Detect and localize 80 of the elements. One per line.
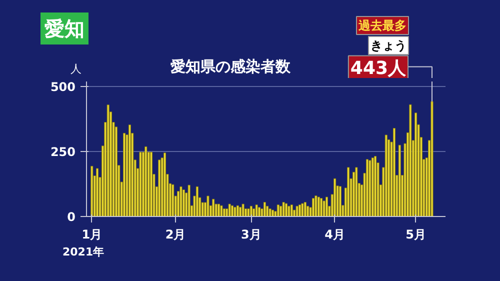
- bar: [182, 190, 185, 216]
- bar: [172, 184, 174, 216]
- bar: [255, 204, 258, 216]
- bar: [239, 206, 242, 216]
- x-tick-label: 2月: [165, 228, 186, 242]
- bar: [218, 204, 220, 216]
- text: 過去最多: [358, 18, 406, 32]
- bar: [290, 204, 293, 216]
- bar: [106, 104, 110, 216]
- bar: [282, 202, 285, 216]
- bar: [288, 206, 290, 216]
- x-tick-label: 4月: [324, 228, 346, 242]
- bar: [320, 198, 323, 216]
- bar: [368, 160, 372, 216]
- bar: [280, 206, 282, 216]
- bar: [347, 167, 350, 216]
- bar: [158, 160, 161, 216]
- y-tick-label: 500: [50, 80, 76, 94]
- bar: [247, 208, 250, 216]
- bar: [220, 205, 223, 216]
- bar: [96, 168, 99, 216]
- bar: [284, 203, 288, 216]
- bar: [414, 112, 418, 216]
- bar: [355, 167, 358, 216]
- bar: [371, 158, 374, 216]
- bar: [128, 124, 131, 216]
- bar: [258, 207, 261, 216]
- text: 愛知: [44, 16, 84, 40]
- bar: [276, 204, 280, 216]
- bar: [228, 204, 231, 216]
- text: 2021年: [62, 246, 104, 258]
- y-tick-label: 0: [67, 210, 76, 224]
- y-axis-title: 人: [70, 62, 82, 76]
- bar: [252, 208, 256, 216]
- bar: [242, 204, 244, 216]
- text: きょう: [370, 38, 406, 52]
- bar: [90, 166, 94, 216]
- bar: [338, 186, 342, 216]
- bar: [222, 208, 226, 216]
- bar: [314, 195, 318, 216]
- bar: [366, 159, 368, 216]
- bar: [430, 101, 434, 216]
- bar: [150, 152, 153, 216]
- bar: [392, 128, 396, 216]
- bar: [409, 104, 412, 216]
- x-tick-label: 5月: [406, 228, 426, 242]
- bar: [196, 186, 198, 216]
- bar: [268, 208, 272, 216]
- bar: [212, 198, 215, 216]
- bar: [334, 178, 336, 216]
- bar: [296, 206, 298, 216]
- bar: [180, 186, 182, 216]
- bar: [266, 206, 269, 216]
- annotation: 443人: [350, 58, 408, 79]
- bar: [298, 204, 302, 216]
- bar: [306, 206, 310, 216]
- x-tick-label: 1月: [82, 228, 102, 242]
- bar: [230, 205, 234, 216]
- x-tick-label: 3月: [240, 228, 262, 242]
- bar: [271, 210, 274, 216]
- bar: [164, 152, 166, 216]
- bar: [325, 196, 328, 216]
- bar: [317, 196, 320, 216]
- bar: [139, 152, 142, 216]
- bar: [312, 198, 314, 216]
- bar: [234, 206, 236, 216]
- bar: [301, 203, 304, 216]
- bar: [304, 202, 306, 216]
- chart-title: 愛知県の感染者数: [170, 58, 292, 76]
- bar: [384, 134, 388, 216]
- bar: [123, 132, 126, 216]
- bar: [374, 156, 377, 216]
- bar: [236, 205, 239, 216]
- bar: [322, 200, 326, 216]
- bar: [263, 202, 266, 216]
- bar: [206, 196, 210, 216]
- bar: [188, 184, 190, 216]
- bar: [144, 146, 148, 216]
- y-tick-label: 250: [50, 145, 76, 160]
- bar: [398, 144, 401, 216]
